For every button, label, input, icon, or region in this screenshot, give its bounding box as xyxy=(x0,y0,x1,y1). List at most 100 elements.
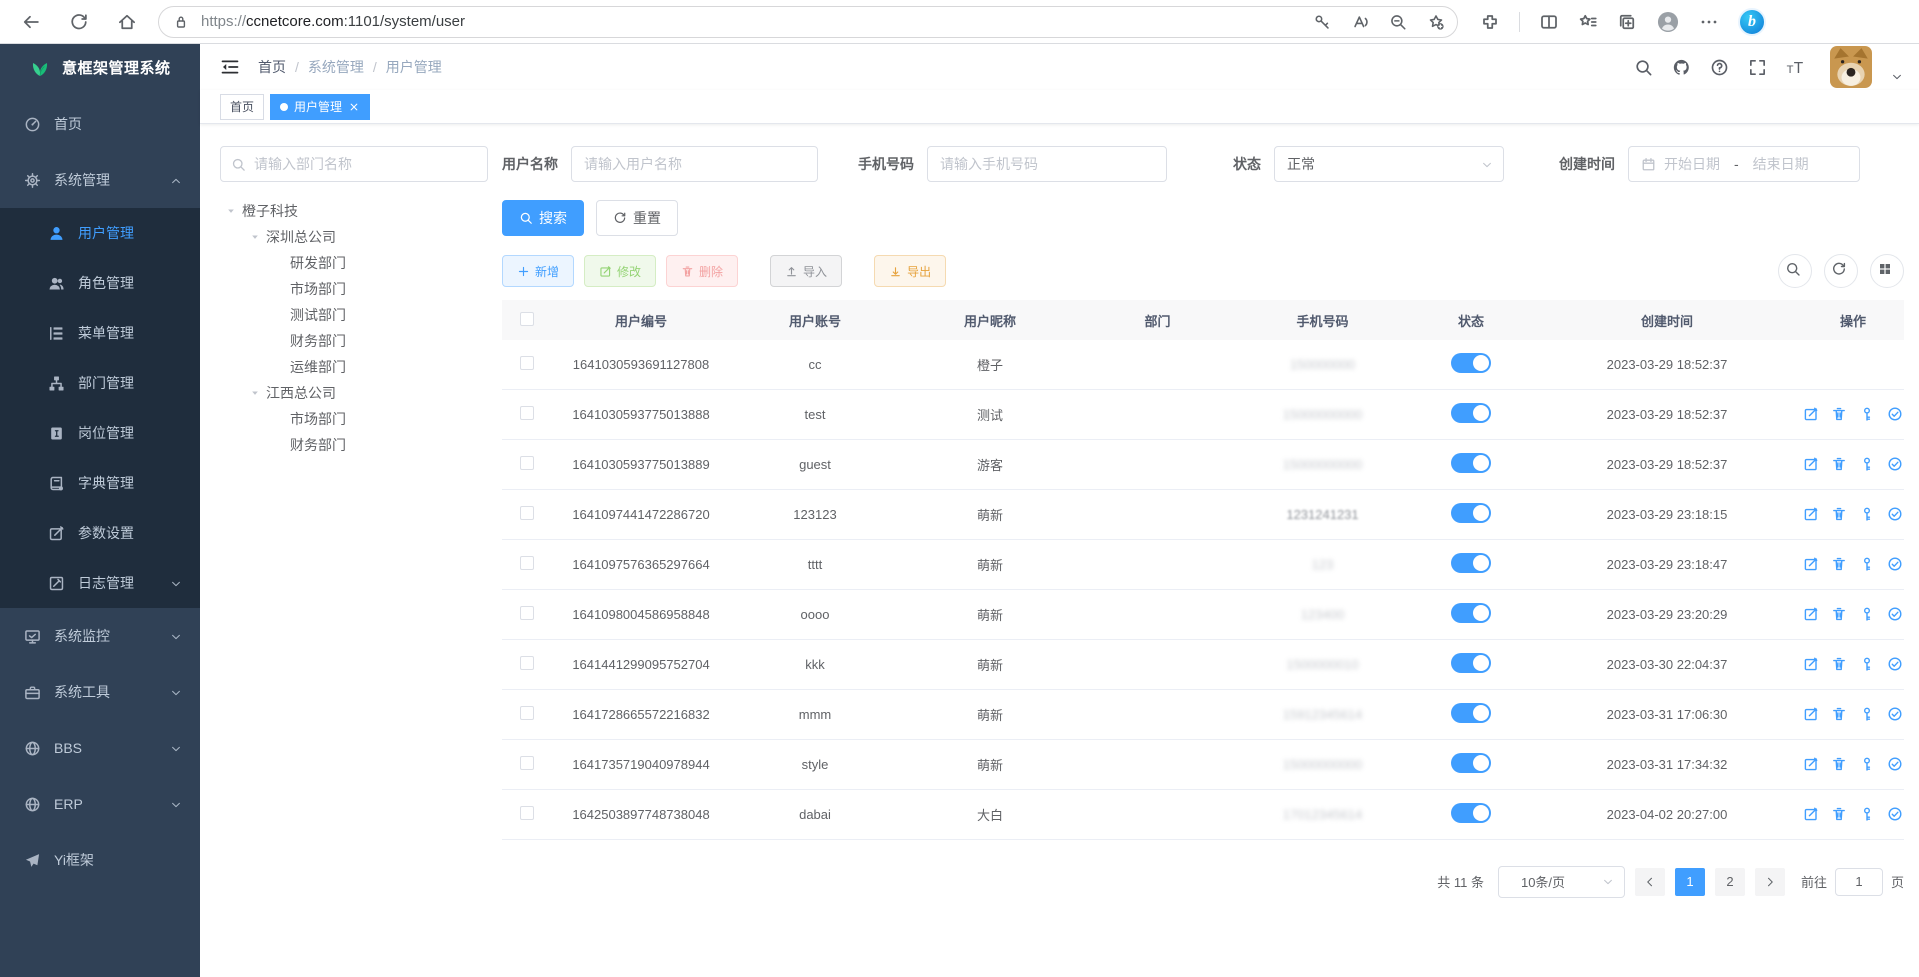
columns-button[interactable] xyxy=(1870,254,1904,288)
row-checkbox[interactable] xyxy=(520,505,534,520)
tree-node-研发部门[interactable]: 研发部门 xyxy=(220,250,488,276)
caret-down-icon[interactable] xyxy=(250,232,260,242)
status-toggle[interactable] xyxy=(1451,352,1491,373)
next-page-button[interactable] xyxy=(1754,867,1785,896)
status-toggle[interactable] xyxy=(1451,402,1491,423)
edit-icon[interactable] xyxy=(1803,506,1819,522)
check-circle-icon[interactable] xyxy=(1887,456,1903,472)
check-circle-icon[interactable] xyxy=(1887,656,1903,672)
status-toggle[interactable] xyxy=(1451,652,1491,673)
status-toggle[interactable] xyxy=(1451,502,1491,523)
favorite-add-icon[interactable] xyxy=(1427,13,1445,31)
delete-icon[interactable] xyxy=(1831,506,1847,522)
check-circle-icon[interactable] xyxy=(1887,806,1903,822)
sidebar-item-岗位管理[interactable]: 岗位管理 xyxy=(0,408,200,458)
tree-node-财务部门[interactable]: 财务部门 xyxy=(220,432,488,458)
read-aloud-icon[interactable] xyxy=(1351,13,1369,31)
prev-page-button[interactable] xyxy=(1634,867,1665,896)
breadcrumb-item[interactable]: 首页 xyxy=(258,59,286,75)
edit-icon[interactable] xyxy=(1803,706,1819,722)
key-icon[interactable] xyxy=(1859,656,1875,672)
check-circle-icon[interactable] xyxy=(1887,556,1903,572)
sidebar-item-Yi框架[interactable]: Yi框架 xyxy=(0,832,200,888)
username-input[interactable] xyxy=(571,146,818,182)
page-button-2[interactable]: 2 xyxy=(1714,867,1745,896)
chevron-down-icon[interactable] xyxy=(1891,70,1903,82)
help-icon[interactable] xyxy=(1710,58,1729,77)
close-icon[interactable] xyxy=(348,101,360,113)
collections-icon[interactable] xyxy=(1578,12,1598,32)
delete-icon[interactable] xyxy=(1831,756,1847,772)
delete-button[interactable]: 删除 xyxy=(666,255,739,287)
phone-input[interactable] xyxy=(927,146,1167,182)
tree-node-橙子科技[interactable]: 橙子科技 xyxy=(220,198,488,224)
sidebar-item-首页[interactable]: 首页 xyxy=(0,96,200,152)
fullscreen-icon[interactable] xyxy=(1748,58,1767,77)
key-icon[interactable] xyxy=(1859,606,1875,622)
key-icon[interactable] xyxy=(1859,556,1875,572)
tree-node-深圳总公司[interactable]: 深圳总公司 xyxy=(220,224,488,250)
status-toggle[interactable] xyxy=(1451,802,1491,823)
row-checkbox[interactable] xyxy=(520,555,534,570)
edit-icon[interactable] xyxy=(1803,756,1819,772)
edit-icon[interactable] xyxy=(1803,656,1819,672)
row-checkbox[interactable] xyxy=(520,655,534,670)
goto-page-input[interactable] xyxy=(1834,867,1883,896)
tree-node-江西总公司[interactable]: 江西总公司 xyxy=(220,380,488,406)
select-all-checkbox[interactable] xyxy=(520,311,534,326)
address-bar[interactable]: https://ccnetcore.com:1101/system/user xyxy=(158,5,1458,38)
tree-node-运维部门[interactable]: 运维部门 xyxy=(220,354,488,380)
tree-node-测试部门[interactable]: 测试部门 xyxy=(220,302,488,328)
tree-node-市场部门[interactable]: 市场部门 xyxy=(220,276,488,302)
row-checkbox[interactable] xyxy=(520,405,534,420)
row-checkbox[interactable] xyxy=(520,705,534,720)
row-checkbox[interactable] xyxy=(520,455,534,470)
check-circle-icon[interactable] xyxy=(1887,606,1903,622)
status-toggle[interactable] xyxy=(1451,552,1491,573)
more-icon[interactable] xyxy=(1699,12,1719,32)
sidebar-item-系统工具[interactable]: 系统工具 xyxy=(0,664,200,720)
github-icon[interactable] xyxy=(1672,58,1691,77)
status-toggle[interactable] xyxy=(1451,702,1491,723)
browser-back-button[interactable] xyxy=(14,5,48,39)
sidebar-item-日志管理[interactable]: 日志管理 xyxy=(0,558,200,608)
export-button[interactable]: 导出 xyxy=(874,255,947,287)
check-circle-icon[interactable] xyxy=(1887,506,1903,522)
menu-fold-icon[interactable] xyxy=(220,57,240,77)
sidebar-item-用户管理[interactable]: 用户管理 xyxy=(0,208,200,258)
breadcrumb-item[interactable]: 系统管理 xyxy=(307,59,364,75)
key-icon[interactable] xyxy=(1313,13,1331,31)
page-button-1[interactable]: 1 xyxy=(1674,867,1705,896)
edit-icon[interactable] xyxy=(1803,556,1819,572)
reset-button[interactable]: 重置 xyxy=(596,200,678,236)
sidebar-item-系统管理[interactable]: 系统管理 xyxy=(0,152,200,208)
date-range-picker[interactable]: 开始日期 - 结束日期 xyxy=(1628,146,1860,182)
key-icon[interactable] xyxy=(1859,456,1875,472)
delete-icon[interactable] xyxy=(1831,706,1847,722)
profile-icon[interactable] xyxy=(1656,10,1680,34)
delete-icon[interactable] xyxy=(1831,606,1847,622)
sidebar-item-参数设置[interactable]: 参数设置 xyxy=(0,508,200,558)
check-circle-icon[interactable] xyxy=(1887,406,1903,422)
sidebar-item-ERP[interactable]: ERP xyxy=(0,776,200,832)
copy-add-icon[interactable] xyxy=(1617,12,1637,32)
row-checkbox[interactable] xyxy=(520,805,534,820)
page-size-select[interactable]: 10条/页 xyxy=(1497,865,1625,898)
zoom-out-icon[interactable] xyxy=(1389,13,1407,31)
avatar[interactable] xyxy=(1830,46,1872,88)
caret-down-icon[interactable] xyxy=(226,206,236,216)
search-button[interactable]: 搜索 xyxy=(502,200,584,236)
search-icon[interactable] xyxy=(1634,58,1653,77)
check-circle-icon[interactable] xyxy=(1887,706,1903,722)
delete-icon[interactable] xyxy=(1831,456,1847,472)
edit-button[interactable]: 修改 xyxy=(584,255,657,287)
sidebar-item-字典管理[interactable]: 字典管理 xyxy=(0,458,200,508)
edit-icon[interactable] xyxy=(1803,606,1819,622)
key-icon[interactable] xyxy=(1859,706,1875,722)
status-select[interactable]: 正常 xyxy=(1274,146,1504,182)
import-button[interactable]: 导入 xyxy=(770,255,843,287)
key-icon[interactable] xyxy=(1859,806,1875,822)
sidebar-item-角色管理[interactable]: 角色管理 xyxy=(0,258,200,308)
delete-icon[interactable] xyxy=(1831,806,1847,822)
